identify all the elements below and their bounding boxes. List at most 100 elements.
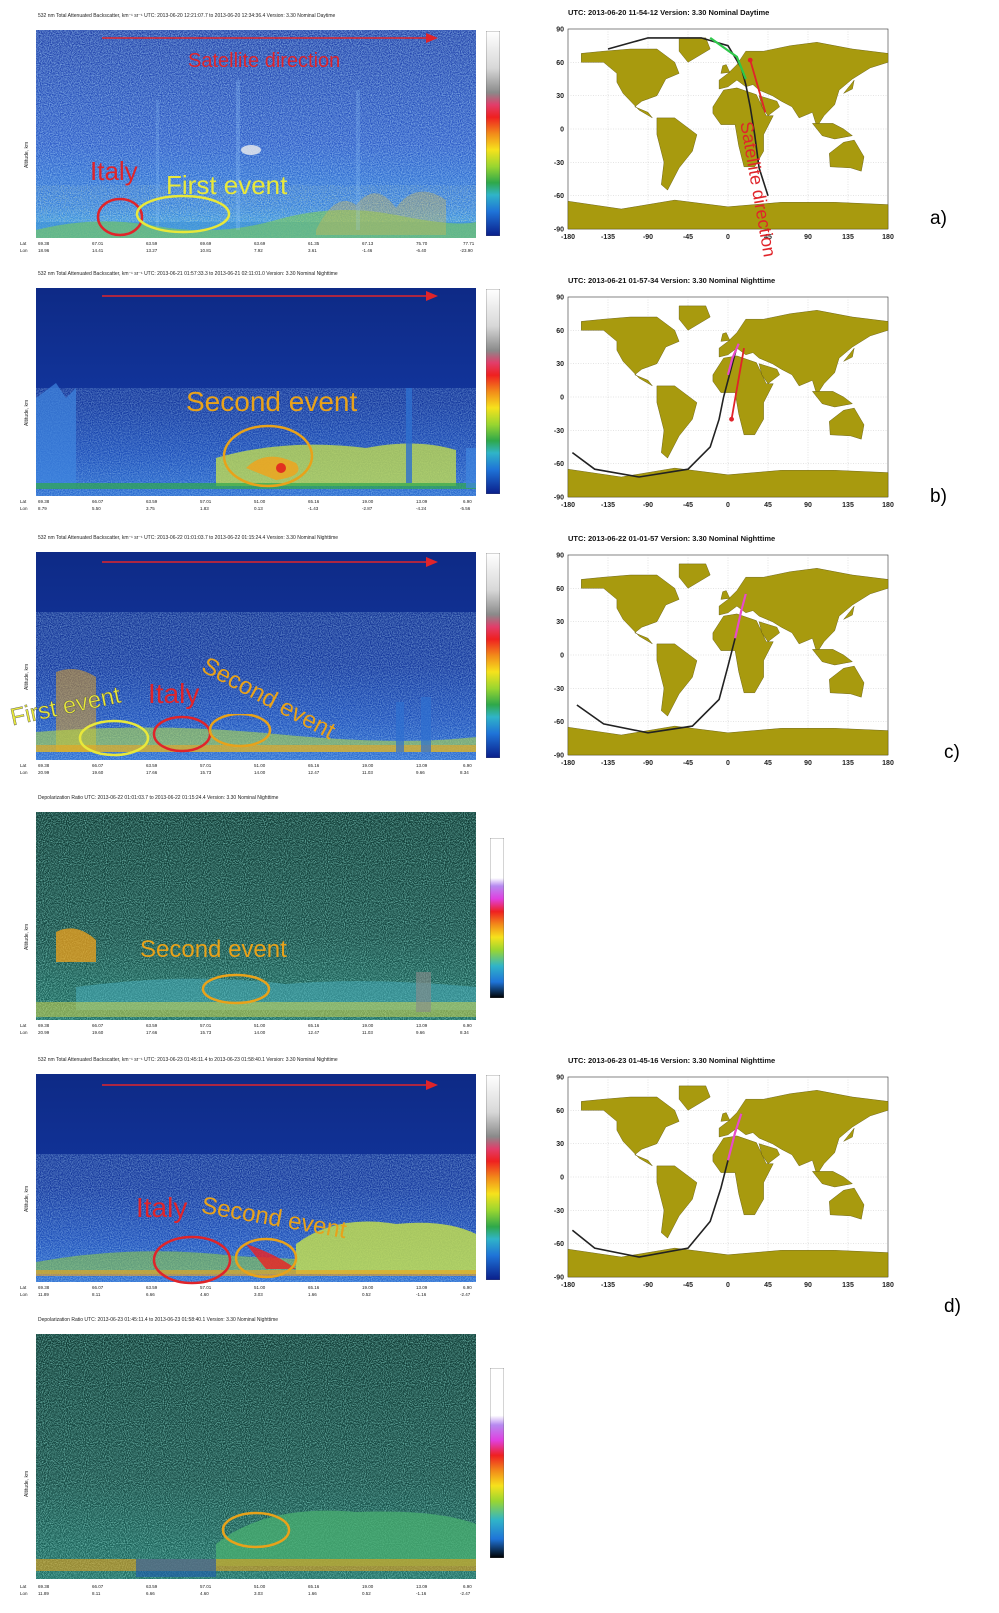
lat-tick: 65.16 (308, 1584, 319, 1589)
map-lon-tick: 180 (882, 760, 894, 767)
lat-tick: 63.59 (146, 499, 157, 504)
lat-tick: 51.00 (254, 1023, 265, 1028)
lat-tick: 69.38 (38, 1584, 49, 1589)
lat-label: Lat (20, 1285, 26, 1290)
event-ellipses (218, 1506, 298, 1556)
map-lat-tick: -30 (554, 1208, 564, 1215)
lon-tick: 8.79 (38, 506, 47, 511)
lon-tick: 8.34 (460, 770, 469, 775)
lat-tick: 69.38 (38, 499, 49, 504)
lon-tick: 3.03 (254, 1292, 263, 1297)
lon-tick: 14.41 (92, 248, 103, 253)
lon-tick: 0.52 (362, 1292, 371, 1297)
map-lon-tick: 90 (804, 234, 812, 241)
lon-tick: 8.11 (92, 1292, 100, 1297)
lat-tick: 6.90 (463, 1584, 472, 1589)
map-lat-tick: -60 (554, 719, 564, 726)
lon-tick: 14.00 (254, 1030, 265, 1035)
lat-tick: 61.35 (308, 241, 319, 246)
lat-tick: 19.00 (362, 763, 373, 768)
lon-tick: 0.52 (362, 1591, 371, 1596)
lon-tick: -5.56 (460, 506, 470, 511)
lon-tick: 19.60 (92, 1030, 103, 1035)
lat-tick: 6.90 (463, 1023, 472, 1028)
map-lat-tick: 90 (556, 1075, 564, 1082)
lon-tick: 8.11 (92, 1591, 100, 1596)
lat-tick: 63.59 (146, 1584, 157, 1589)
direction-arrowhead (729, 417, 734, 422)
lat-tick: 13.09 (416, 1285, 427, 1290)
lon-tick: -4.24 (416, 506, 426, 511)
lon-tick: 18.96 (38, 248, 49, 253)
map-lat-tick: 60 (556, 60, 564, 67)
map-lat-tick: -90 (554, 495, 564, 502)
lat-lon-ticks: 69.38 66.07 63.59 57.01 51.00 65.16 19.0… (38, 1584, 478, 1599)
lat-tick: 13.09 (416, 499, 427, 504)
lat-tick: 57.01 (200, 1023, 211, 1028)
lat-tick: 63.59 (146, 1023, 157, 1028)
map-lon-tick: 45 (764, 502, 772, 509)
map-lat-tick: -60 (554, 1241, 564, 1248)
map-panel-a: UTC: 2013-06-20 11-54-12 Version: 3.30 N… (528, 8, 908, 248)
map-lon-tick: 0 (726, 1282, 730, 1289)
lon-tick: 1.66 (308, 1292, 317, 1297)
curtain-title: 532 nm Total Attenuated Backscatter, km⁻… (38, 535, 338, 541)
map-lon-tick: 0 (726, 234, 730, 241)
map-lat-tick: 0 (560, 395, 564, 402)
panel-label-a: a) (930, 208, 947, 230)
lon-tick: 15.73 (200, 1030, 211, 1035)
map-lon-tick: -90 (643, 1282, 653, 1289)
lat-tick: 69.38 (38, 1285, 49, 1290)
lat-tick: 77.71 (463, 241, 474, 246)
lat-tick: 65.16 (308, 1023, 319, 1028)
map-lat-tick: 0 (560, 1175, 564, 1182)
lon-label: Lon (20, 506, 28, 511)
lon-label: Lon (20, 1292, 28, 1297)
map-lon-tick: 135 (842, 760, 854, 767)
map-lat-tick: 30 (556, 1141, 564, 1148)
lat-label: Lat (20, 1023, 26, 1028)
map-lat-tick: 30 (556, 93, 564, 100)
curtain-panel-a: 532 nm Total Attenuated Backscatter, km⁻… (8, 8, 508, 258)
map-lon-tick: -180 (561, 1282, 575, 1289)
map-lon-tick: -180 (561, 502, 575, 509)
map-lat-tick: -90 (554, 1275, 564, 1282)
lat-tick: 19.00 (362, 499, 373, 504)
map-lon-tick: 90 (804, 1282, 812, 1289)
lat-tick: 6.90 (463, 763, 472, 768)
lat-label: Lat (20, 1584, 26, 1589)
lon-tick: 3.03 (254, 1591, 263, 1596)
lon-tick: 11.89 (38, 1292, 49, 1297)
lon-tick: 3.75 (146, 506, 155, 511)
map-lon-tick: -135 (601, 502, 615, 509)
y-axis-label: Altitude, km (24, 924, 30, 950)
lon-tick: 4.60 (200, 1591, 209, 1596)
annotation-italy: Italy (90, 156, 138, 187)
map-title: UTC: 2013-06-21 01-57-34 Version: 3.30 N… (568, 276, 775, 285)
curtain-title: 532 nm Total Attenuated Backscatter, km⁻… (38, 271, 338, 277)
lat-tick: 66.07 (92, 1584, 103, 1589)
lon-tick: 9.66 (416, 1030, 425, 1035)
lat-tick: 57.01 (200, 499, 211, 504)
depolarization-panel-c: Depolarization Ratio UTC: 2013-06-22 01:… (8, 790, 508, 1045)
lon-tick: 17.66 (146, 770, 157, 775)
lon-tick: 1.83 (200, 506, 209, 511)
lon-tick: 7.92 (254, 248, 263, 253)
event-ellipses (218, 421, 318, 491)
map-lon-tick: -90 (643, 760, 653, 767)
lon-label: Lon (20, 1030, 28, 1035)
lon-tick: 5.50 (92, 506, 101, 511)
map-title: UTC: 2013-06-22 01-01-57 Version: 3.30 N… (568, 534, 775, 543)
lon-tick: 10.81 (200, 248, 211, 253)
map-lon-tick: 0 (726, 502, 730, 509)
curtain-panel-b: 532 nm Total Attenuated Backscatter, km⁻… (8, 266, 508, 516)
lon-label: Lon (20, 1591, 28, 1596)
lon-tick: -2.87 (362, 506, 372, 511)
lon-tick: -2.47 (460, 1292, 470, 1297)
lon-tick: 13.27 (146, 248, 157, 253)
map-panel-c: UTC: 2013-06-22 01-01-57 Version: 3.30 N… (528, 534, 908, 774)
lon-tick: 14.00 (254, 770, 265, 775)
lon-tick: -23.90 (460, 248, 473, 253)
lat-tick: 19.00 (362, 1584, 373, 1589)
lat-tick: 19.00 (362, 1285, 373, 1290)
